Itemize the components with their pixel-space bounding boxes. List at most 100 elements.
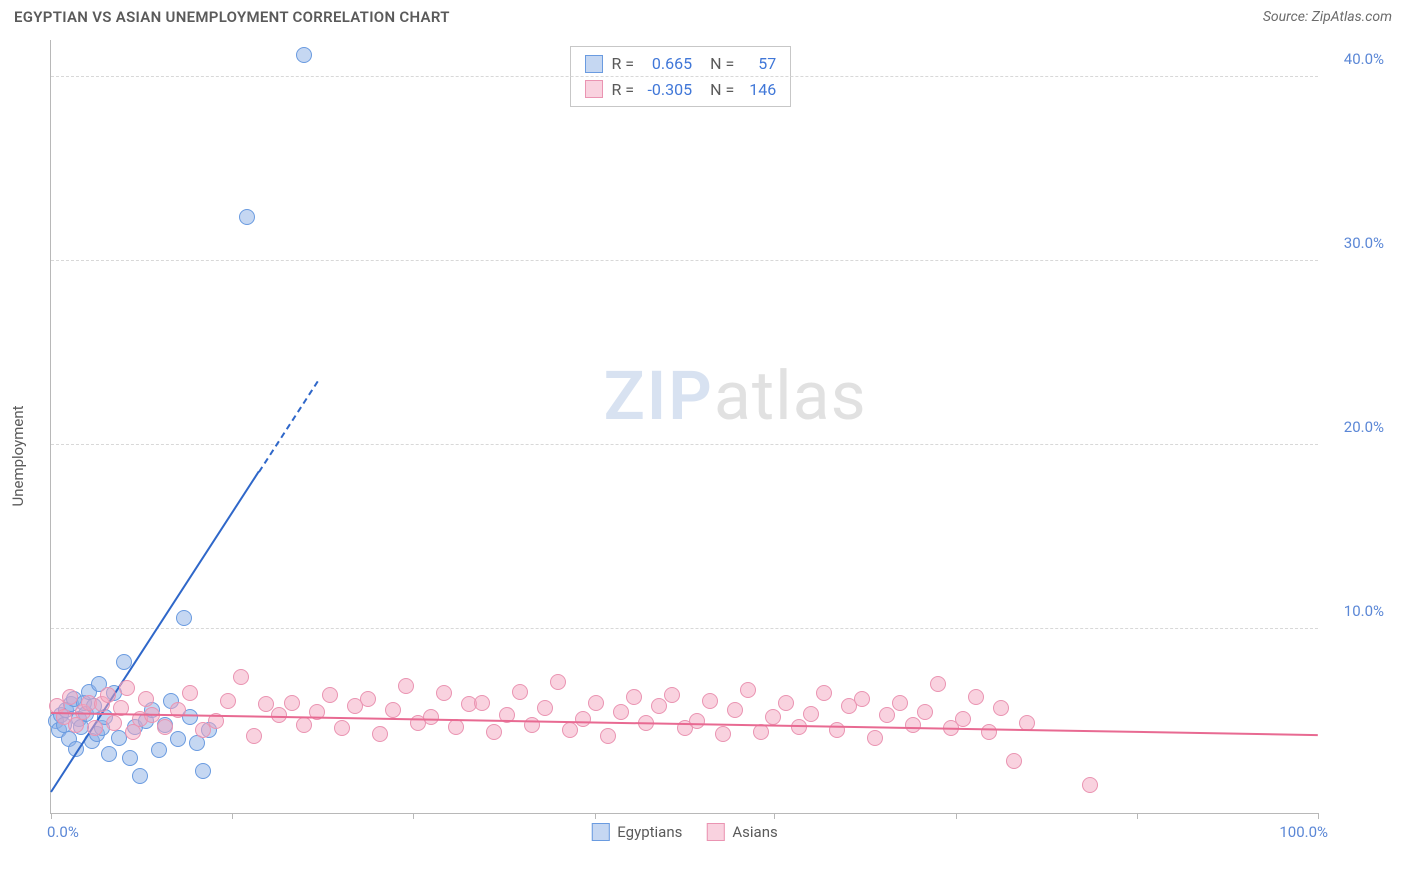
chart-container: Unemployment ZIPatlas R =0.665N =57R =-0… bbox=[36, 40, 1392, 872]
x-tick-mark bbox=[595, 813, 596, 819]
x-tick-mark bbox=[1318, 813, 1319, 819]
data-point bbox=[486, 724, 502, 740]
data-point bbox=[550, 674, 566, 690]
data-point bbox=[296, 717, 312, 733]
data-point bbox=[106, 715, 122, 731]
stats-row: R = -0.305 N = 146 bbox=[585, 77, 776, 103]
watermark: ZIPatlas bbox=[604, 356, 867, 436]
legend-label: Asians bbox=[732, 823, 777, 841]
data-point bbox=[220, 693, 236, 709]
data-point bbox=[740, 682, 756, 698]
data-point bbox=[474, 695, 490, 711]
data-point bbox=[423, 709, 439, 725]
x-tick-mark bbox=[51, 813, 52, 819]
data-point bbox=[689, 713, 705, 729]
y-tick-label: 10.0% bbox=[1324, 602, 1384, 620]
r-label: R = bbox=[611, 77, 634, 103]
data-point bbox=[157, 719, 173, 735]
data-point bbox=[195, 763, 211, 779]
gridline bbox=[51, 76, 1318, 77]
data-point bbox=[182, 685, 198, 701]
x-tick-mark bbox=[774, 813, 775, 819]
x-axis-min-label: 0.0% bbox=[47, 823, 79, 841]
n-value: 146 bbox=[742, 77, 776, 103]
chart-title: EGYPTIAN VS ASIAN UNEMPLOYMENT CORRELATI… bbox=[14, 8, 450, 26]
data-point bbox=[702, 693, 718, 709]
data-point bbox=[176, 610, 192, 626]
legend-label: Egyptians bbox=[617, 823, 682, 841]
data-point bbox=[398, 678, 414, 694]
data-point bbox=[892, 695, 908, 711]
data-point bbox=[132, 768, 148, 784]
data-point bbox=[322, 687, 338, 703]
data-point bbox=[727, 702, 743, 718]
data-point bbox=[588, 695, 604, 711]
stats-row: R = 0.665 N = 57 bbox=[585, 51, 776, 77]
data-point bbox=[1082, 777, 1098, 793]
data-point bbox=[968, 689, 984, 705]
data-point bbox=[233, 669, 249, 685]
plot-area: ZIPatlas R =0.665N =57R =-0.305N =146 Eg… bbox=[50, 40, 1318, 814]
data-point bbox=[62, 689, 78, 705]
r-value: -0.305 bbox=[642, 77, 692, 103]
data-point bbox=[239, 209, 255, 225]
bottom-legend: Egyptians Asians bbox=[591, 823, 777, 841]
data-point bbox=[101, 746, 117, 762]
gridline bbox=[51, 628, 1318, 629]
series-swatch bbox=[585, 55, 603, 73]
x-tick-mark bbox=[232, 813, 233, 819]
data-point bbox=[524, 717, 540, 733]
data-point bbox=[993, 700, 1009, 716]
data-point bbox=[575, 711, 591, 727]
r-label: R = bbox=[611, 51, 634, 77]
data-point bbox=[1006, 753, 1022, 769]
data-point bbox=[803, 706, 819, 722]
data-point bbox=[854, 691, 870, 707]
data-point bbox=[151, 742, 167, 758]
data-point bbox=[122, 750, 138, 766]
series-swatch bbox=[585, 80, 603, 98]
n-label: N = bbox=[710, 51, 734, 77]
data-point bbox=[955, 711, 971, 727]
data-point bbox=[284, 695, 300, 711]
data-point bbox=[436, 685, 452, 701]
data-point bbox=[715, 726, 731, 742]
x-tick-mark bbox=[956, 813, 957, 819]
data-point bbox=[613, 704, 629, 720]
gridline bbox=[51, 260, 1318, 261]
legend-item: Asians bbox=[706, 823, 777, 841]
legend-item: Egyptians bbox=[591, 823, 682, 841]
data-point bbox=[664, 687, 680, 703]
source-attribution: Source: ZipAtlas.com bbox=[1263, 9, 1392, 25]
n-label: N = bbox=[710, 77, 734, 103]
data-point bbox=[119, 680, 135, 696]
data-point bbox=[816, 685, 832, 701]
y-tick-label: 20.0% bbox=[1324, 418, 1384, 436]
data-point bbox=[600, 728, 616, 744]
data-point bbox=[360, 691, 376, 707]
legend-swatch bbox=[591, 823, 609, 841]
y-axis-label: Unemployment bbox=[9, 405, 27, 506]
trend-line-dashed bbox=[258, 381, 318, 472]
r-value: 0.665 bbox=[642, 51, 692, 77]
x-tick-mark bbox=[1137, 813, 1138, 819]
legend-swatch bbox=[706, 823, 724, 841]
data-point bbox=[829, 722, 845, 738]
x-axis-max-label: 100.0% bbox=[1279, 823, 1328, 841]
data-point bbox=[778, 695, 794, 711]
x-tick-mark bbox=[413, 813, 414, 819]
y-tick-label: 30.0% bbox=[1324, 234, 1384, 252]
data-point bbox=[879, 707, 895, 723]
data-point bbox=[512, 684, 528, 700]
data-point bbox=[981, 724, 997, 740]
data-point bbox=[562, 722, 578, 738]
n-value: 57 bbox=[742, 51, 776, 77]
data-point bbox=[100, 687, 116, 703]
data-point bbox=[170, 731, 186, 747]
data-point bbox=[537, 700, 553, 716]
data-point bbox=[246, 728, 262, 744]
data-point bbox=[917, 704, 933, 720]
data-point bbox=[626, 689, 642, 705]
watermark-atlas: atlas bbox=[714, 356, 867, 436]
data-point bbox=[372, 726, 388, 742]
